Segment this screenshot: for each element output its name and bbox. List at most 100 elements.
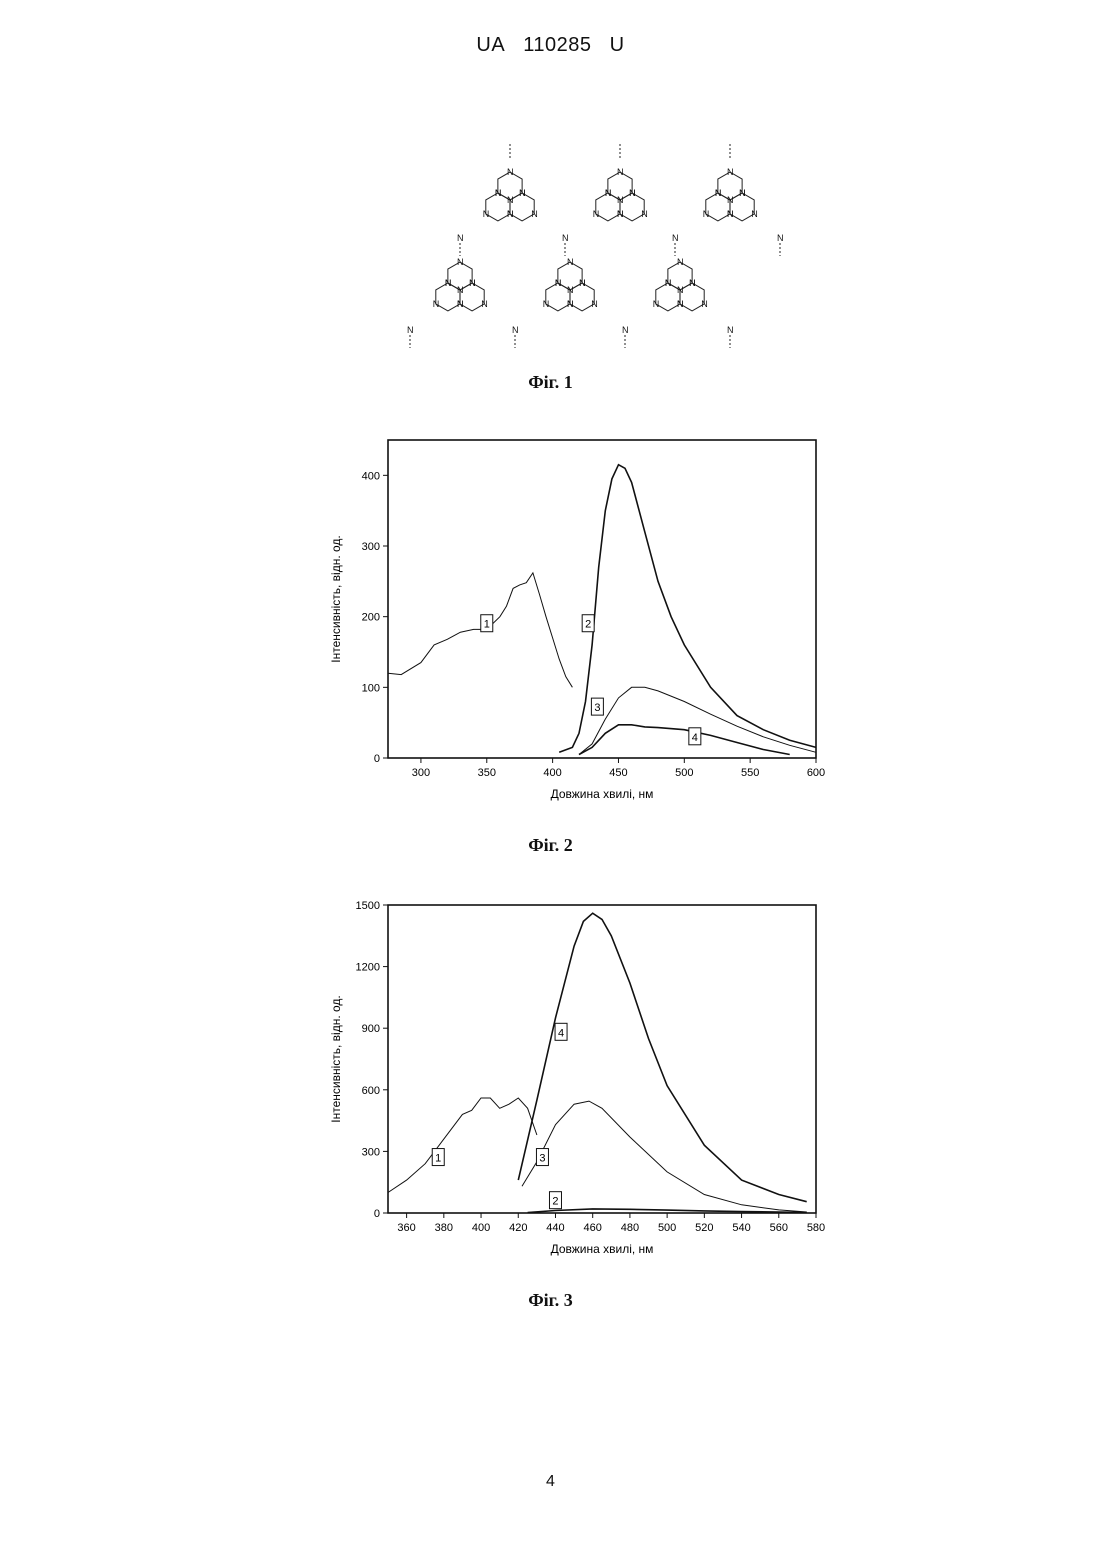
patent-header: UA 110285 U [0, 34, 1101, 57]
y-tick-label: 0 [374, 1208, 380, 1220]
series-line-1 [388, 1098, 537, 1193]
x-tick-label: 400 [543, 767, 561, 779]
nitrogen-label: N [519, 188, 526, 198]
y-tick-label: 200 [362, 612, 380, 624]
figure-2-chart: 3003504004505005506000100200300400Довжин… [320, 428, 840, 818]
figure-3-caption: Фіг. 3 [0, 1290, 1101, 1311]
heptazine-unit-3: NNNNNNNNNN [433, 257, 488, 311]
heptazine-unit-5: NNNNNNNNNN [653, 257, 708, 311]
x-tick-label: 580 [807, 1222, 825, 1234]
heptazine-unit-2: NNNNNNNNNN [703, 167, 758, 221]
y-axis-label: Інтенсивність, відн. од. [329, 535, 343, 663]
series-line-2 [528, 1209, 807, 1213]
nitrogen-label: N [531, 209, 538, 219]
x-tick-label: 400 [472, 1222, 490, 1234]
x-tick-label: 300 [412, 767, 430, 779]
nitrogen-label: N [555, 278, 562, 288]
x-axis-label: Довжина хвилі, нм [551, 1242, 654, 1256]
nitrogen-label: N [591, 299, 598, 309]
nitrogen-label: N [653, 299, 660, 309]
nitrogen-label: N [727, 195, 734, 205]
nitrogen-label: N [617, 195, 624, 205]
series-line-4 [518, 913, 806, 1201]
y-tick-label: 400 [362, 470, 380, 482]
x-tick-label: 420 [509, 1222, 527, 1234]
x-tick-label: 460 [584, 1222, 602, 1234]
nitrogen-label: N [629, 188, 636, 198]
x-tick-label: 480 [621, 1222, 639, 1234]
nitrogen-label: N [457, 257, 464, 267]
nitrogen-label: N [567, 299, 574, 309]
figure-2-caption: Фіг. 2 [0, 835, 1101, 856]
nitrogen-label: N [739, 188, 746, 198]
nitrogen-label: N [567, 257, 574, 267]
y-tick-label: 300 [362, 1146, 380, 1158]
bridging-nitrogen: N [512, 325, 519, 335]
nitrogen-label: N [689, 278, 696, 288]
nitrogen-label: N [507, 209, 514, 219]
bridging-nitrogen: N [457, 233, 464, 243]
page-number: 4 [0, 1473, 1101, 1491]
nitrogen-label: N [677, 285, 684, 295]
series-label-3: 3 [594, 702, 600, 714]
bridging-nitrogen: N [407, 325, 414, 335]
x-tick-label: 500 [675, 767, 693, 779]
nitrogen-label: N [433, 299, 440, 309]
figure-1-structure: NNNNNNNNNNNNNNNNNNNNNNNNNNNNNNNNNNNNNNNN… [380, 140, 800, 360]
y-axis-label: Інтенсивність, відн. од. [329, 995, 343, 1123]
bridging-nitrogen: N [672, 233, 679, 243]
nitrogen-label: N [543, 299, 550, 309]
plot-frame [388, 905, 816, 1213]
nitrogen-label: N [579, 278, 586, 288]
x-tick-label: 550 [741, 767, 759, 779]
nitrogen-label: N [457, 299, 464, 309]
bridging-nitrogen: N [562, 233, 569, 243]
series-label-2: 2 [585, 619, 591, 631]
y-tick-label: 900 [362, 1023, 380, 1035]
nitrogen-label: N [445, 278, 452, 288]
heptazine-unit-4: NNNNNNNNNN [543, 257, 598, 311]
x-tick-label: 500 [658, 1222, 676, 1234]
heptazine-unit-1: NNNNNNNNNN [593, 167, 648, 221]
y-tick-label: 100 [362, 682, 380, 694]
x-tick-label: 540 [732, 1222, 750, 1234]
bridging-nitrogen: N [727, 325, 734, 335]
nitrogen-label: N [617, 167, 624, 177]
nitrogen-label: N [567, 285, 574, 295]
x-tick-label: 350 [478, 767, 496, 779]
bridging-nitrogen: N [622, 325, 629, 335]
x-tick-label: 380 [435, 1222, 453, 1234]
x-axis-label: Довжина хвилі, нм [551, 787, 654, 801]
nitrogen-label: N [701, 299, 708, 309]
x-tick-label: 520 [695, 1222, 713, 1234]
series-label-3: 3 [539, 1153, 545, 1165]
y-tick-label: 1200 [356, 962, 380, 974]
nitrogen-label: N [605, 188, 612, 198]
nitrogen-label: N [507, 167, 514, 177]
x-tick-label: 600 [807, 767, 825, 779]
bridging-nitrogen: N [777, 233, 784, 243]
nitrogen-label: N [665, 278, 672, 288]
nitrogen-label: N [715, 188, 722, 198]
patent-number: 110285 [523, 34, 591, 56]
nitrogen-label: N [593, 209, 600, 219]
figure-1-caption: Фіг. 1 [0, 372, 1101, 393]
series-line-3 [522, 1101, 807, 1212]
y-tick-label: 1500 [356, 900, 380, 912]
patent-office: UA [476, 34, 505, 56]
nitrogen-label: N [483, 209, 490, 219]
nitrogen-label: N [481, 299, 488, 309]
nitrogen-label: N [617, 209, 624, 219]
nitrogen-label: N [703, 209, 710, 219]
x-tick-label: 450 [609, 767, 627, 779]
series-label-1: 1 [435, 1153, 441, 1165]
series-label-1: 1 [484, 619, 490, 631]
x-tick-label: 560 [770, 1222, 788, 1234]
nitrogen-label: N [677, 299, 684, 309]
nitrogen-label: N [507, 195, 514, 205]
y-tick-label: 300 [362, 541, 380, 553]
figure-3-chart: 3603804004204404604805005205405605800300… [320, 893, 840, 1273]
nitrogen-label: N [677, 257, 684, 267]
series-line-4 [579, 725, 790, 755]
x-tick-label: 440 [546, 1222, 564, 1234]
